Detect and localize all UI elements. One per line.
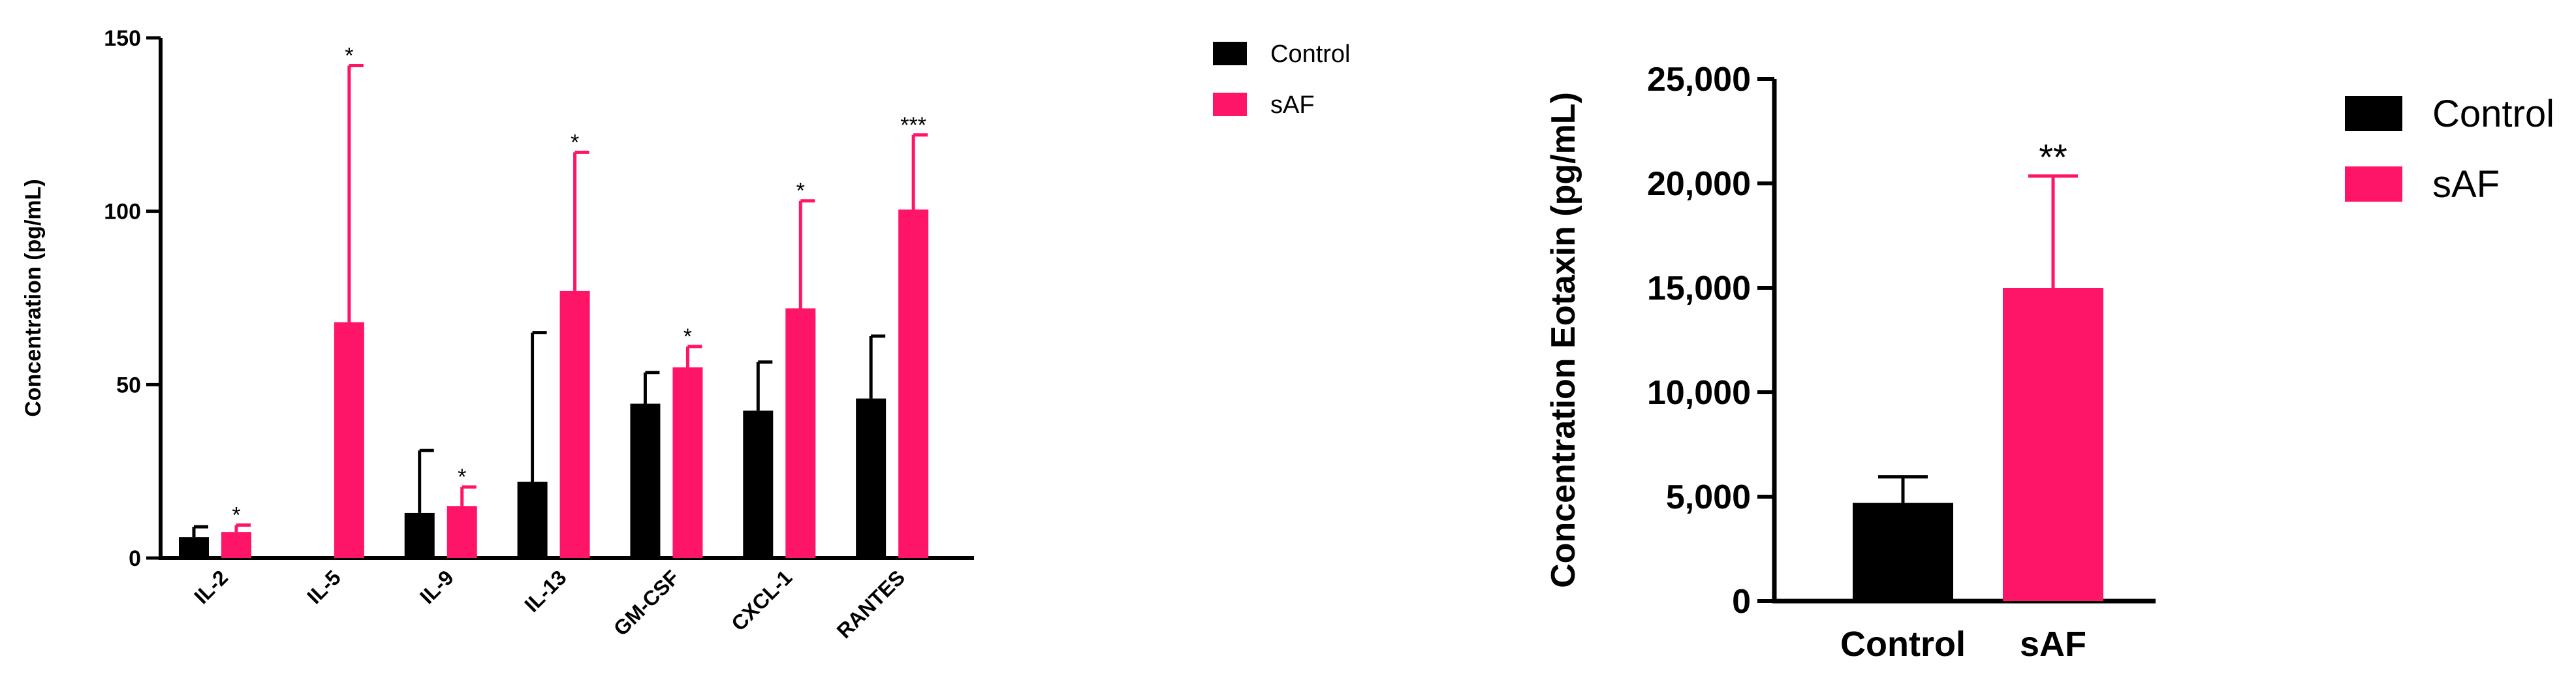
significance-label: * xyxy=(232,503,240,528)
x-tick-label: IL-5 xyxy=(302,565,345,608)
x-tick-label: IL-9 xyxy=(415,565,458,608)
x-tick-label: IL-13 xyxy=(520,565,571,616)
bar-saf xyxy=(898,210,929,558)
x-tick-label: IL-2 xyxy=(189,565,232,608)
bar-saf xyxy=(447,506,477,558)
bar-saf xyxy=(672,367,703,558)
y-tick-label: 50 xyxy=(116,373,141,397)
bar-saf xyxy=(334,322,364,558)
bar-control xyxy=(743,411,774,558)
bar-saf xyxy=(785,308,816,558)
legend-swatch xyxy=(2345,96,2402,131)
significance-label: ** xyxy=(2039,136,2067,178)
x-tick-label: CXCL-1 xyxy=(727,565,796,635)
x-tick-label: Control xyxy=(1840,625,1966,664)
y-tick-label: 100 xyxy=(104,200,141,225)
significance-label: * xyxy=(345,44,353,69)
y-tick-label: 10,000 xyxy=(1647,374,1751,412)
y-tick-label: 15,000 xyxy=(1647,270,1751,307)
bar-control xyxy=(179,537,209,558)
bar-control xyxy=(517,482,548,558)
legend-label: Control xyxy=(1270,40,1351,68)
y-tick-label: 5,000 xyxy=(1666,478,1751,516)
bar-saf xyxy=(2003,288,2103,601)
y-tick-label: 0 xyxy=(129,546,141,571)
legend-label: Control xyxy=(2432,93,2554,135)
y-axis-label: Concentration (pg/mL) xyxy=(21,179,46,417)
cytokine-chart: 0 50 100 150 Concentration (pg/mL) * IL-2 * IL-5… xyxy=(21,26,1351,643)
legend-label: sAF xyxy=(2432,163,2500,206)
bar-control xyxy=(1853,503,1953,601)
x-tick-label: sAF xyxy=(2020,625,2086,664)
x-tick-label: RANTES xyxy=(832,565,909,642)
legend-swatch xyxy=(1213,93,1247,116)
eotaxin-chart: 0 5,000 10,000 15,000 20,000 25,000 Concentrat… xyxy=(1545,61,2554,664)
legend-swatch xyxy=(2345,166,2402,202)
bar-control xyxy=(404,512,435,558)
significance-label: * xyxy=(458,465,466,489)
x-tick-label: GM-CSF xyxy=(609,565,684,640)
y-tick-label: 0 xyxy=(1732,583,1751,621)
y-tick-label: 150 xyxy=(104,26,141,51)
bar-control xyxy=(630,403,661,558)
bar-control xyxy=(856,398,887,558)
significance-label: *** xyxy=(900,113,926,138)
y-tick-label: 25,000 xyxy=(1647,61,1751,99)
legend-swatch xyxy=(1213,42,1247,65)
bar-saf xyxy=(221,532,251,558)
significance-label: * xyxy=(571,130,579,155)
bar-saf xyxy=(559,290,590,558)
y-axis-label: Concentration Eotaxin (pg/mL) xyxy=(1545,92,1582,588)
significance-label: * xyxy=(683,324,692,349)
y-tick-label: 20,000 xyxy=(1647,165,1751,203)
significance-label: * xyxy=(796,179,805,204)
legend-label: sAF xyxy=(1270,91,1315,119)
